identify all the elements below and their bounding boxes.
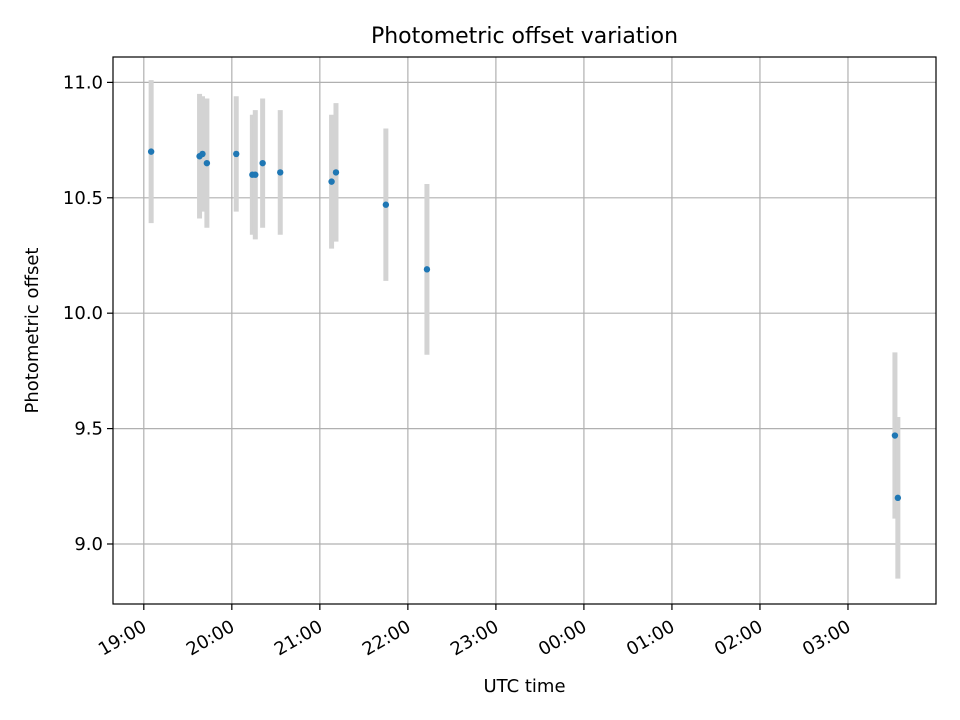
y-tick-label: 9.0 (74, 534, 103, 555)
data-points (147, 148, 902, 502)
data-point (233, 150, 240, 158)
data-point (203, 159, 211, 167)
chart-title: Photometric offset variation (371, 24, 678, 49)
data-point (252, 171, 259, 178)
y-axis-label: Photometric offset (22, 248, 43, 414)
data-point (199, 150, 206, 158)
y-tick-label: 11.0 (63, 72, 103, 93)
data-point (423, 266, 431, 273)
data-point (894, 494, 902, 502)
y-tick-label: 10.0 (63, 303, 103, 324)
data-point (382, 201, 390, 208)
data-point (147, 148, 155, 155)
y-tick-label: 10.5 (63, 188, 103, 209)
plot-frame (112, 56, 937, 605)
data-point (277, 169, 284, 176)
y-axis: 9.0 9.5 10.0 10.5 11.0 (63, 72, 113, 555)
data-point (891, 432, 899, 439)
data-point (332, 169, 340, 176)
data-point (328, 178, 335, 185)
x-axis-label: UTC time (483, 676, 565, 697)
data-point (259, 159, 266, 167)
y-tick-label: 9.5 (74, 419, 103, 440)
